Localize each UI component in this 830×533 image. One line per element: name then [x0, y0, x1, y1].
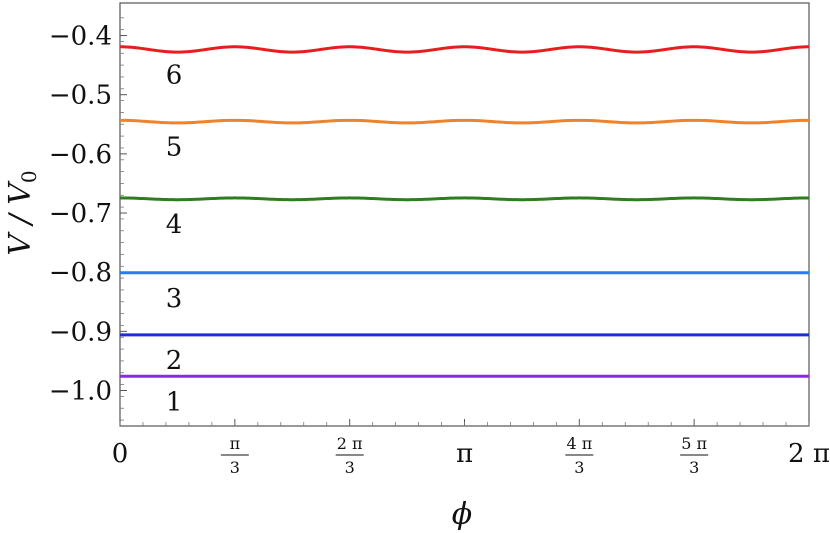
x-tick-numerator: π	[230, 434, 241, 453]
series-line-5	[119, 118, 810, 125]
y-tick-label: −0.9	[49, 317, 112, 347]
series-lines	[119, 45, 810, 378]
series-label-5: 5	[166, 133, 183, 163]
series-line-6	[119, 45, 810, 54]
x-tick-denominator: 3	[230, 458, 240, 477]
y-tick-label: −0.4	[49, 22, 112, 52]
x-tick-label: 2 π	[788, 439, 830, 469]
y-axis-label-main: V / V	[3, 180, 38, 256]
series-label-3: 3	[166, 284, 183, 314]
x-axis-ticks: 0 π 3 2 π 3 π 4 π 3 5 π 3 2 π	[112, 419, 830, 477]
series-label-1: 1	[166, 387, 183, 417]
x-tick-denominator: 3	[345, 458, 355, 477]
y-axis-label-subscript: 0	[17, 170, 41, 183]
series-label-4: 4	[166, 210, 183, 240]
y-tick-label: −1.0	[49, 377, 112, 407]
x-tick-numerator: 2 π	[337, 434, 363, 453]
x-tick-denominator: 3	[689, 458, 699, 477]
x-tick-numerator: 4 π	[566, 434, 592, 453]
plot-frame	[119, 2, 810, 427]
y-tick-label: −0.5	[49, 81, 112, 111]
y-tick-label: −0.8	[49, 258, 112, 288]
series-labels: 1 2 3 4 5 6	[166, 60, 183, 417]
y-axis-ticks: −0.4 −0.5 −0.6 −0.7 −0.8 −0.9 −1.0	[49, 17, 127, 421]
y-axis-label: V / V0	[3, 170, 41, 255]
y-tick-label: −0.7	[49, 199, 112, 229]
x-tick-numerator: 5 π	[681, 434, 707, 453]
y-tick-label: −0.6	[49, 140, 112, 170]
x-axis-label: ϕ	[452, 497, 472, 532]
x-tick-label: 0	[112, 439, 129, 469]
series-label-6: 6	[166, 60, 183, 90]
x-tick-label: π	[456, 439, 473, 469]
series-label-2: 2	[166, 346, 183, 376]
x-tick-denominator: 3	[574, 458, 584, 477]
series-line-4	[119, 196, 810, 202]
